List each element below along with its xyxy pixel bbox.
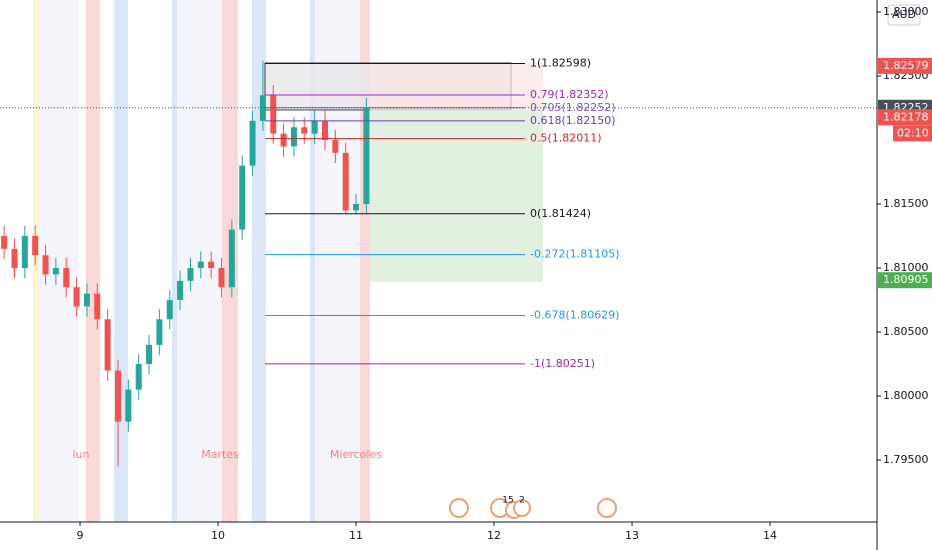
candle-body xyxy=(363,108,370,205)
candle-body xyxy=(21,236,28,269)
y-tick-label: 1.81500 xyxy=(883,197,929,210)
fib-label: 0(1.81424) xyxy=(530,207,591,220)
price-tag-label: 1.82178 xyxy=(883,110,929,123)
x-tick-label: 14 xyxy=(763,529,777,542)
candle-body xyxy=(239,165,246,230)
y-tick-label: 1.80500 xyxy=(883,325,929,338)
fib-label: -0.678(1.80629) xyxy=(530,309,620,322)
candle-body xyxy=(197,261,204,269)
x-tick-label: 11 xyxy=(349,529,363,542)
candle-body xyxy=(52,268,59,275)
price-tag-label: 1.82579 xyxy=(883,59,929,72)
currency[interactable]: AUD xyxy=(892,8,916,21)
candle-body xyxy=(280,133,287,147)
candle-body xyxy=(301,127,308,134)
x-tick-label: 13 xyxy=(625,529,639,542)
event-count: 2 xyxy=(519,496,525,506)
candle-body xyxy=(104,319,111,371)
session-label: Miercoles xyxy=(330,448,382,461)
price-tag-label: 1.80905 xyxy=(883,273,929,286)
fib-label: 0.618(1.82150) xyxy=(530,114,616,127)
candle-body xyxy=(353,204,360,211)
candle-body xyxy=(1,236,8,249)
candle-body xyxy=(208,261,215,269)
candle-body xyxy=(249,120,256,166)
event-count: 15 xyxy=(502,496,513,506)
x-tick-label: 10 xyxy=(211,529,225,542)
candle-body xyxy=(187,268,194,281)
fib-label: 0.5(1.82011) xyxy=(530,132,602,145)
price-tag xyxy=(878,109,932,126)
fib-label: 1(1.82598) xyxy=(530,56,591,69)
candle-body xyxy=(83,293,90,307)
countdown-box xyxy=(893,125,932,142)
price-tag xyxy=(878,272,932,289)
candle-body xyxy=(332,140,339,153)
fib-label: 0.705(1.82252) xyxy=(530,101,616,114)
fib-label: 0.79(1.82352) xyxy=(530,88,609,101)
y-tick-label: 1.81000 xyxy=(883,261,929,274)
candle-body xyxy=(73,287,80,307)
candle-body xyxy=(11,248,18,269)
candle-body xyxy=(125,389,132,422)
candle-body xyxy=(146,344,153,365)
candle-body xyxy=(177,280,184,301)
fib-label: -0.272(1.81105) xyxy=(530,248,620,261)
x-tick-label: 9 xyxy=(77,529,84,542)
currency-box[interactable] xyxy=(887,4,921,26)
fib-label: -1(1.80251) xyxy=(530,357,595,370)
price-tag xyxy=(878,57,932,74)
candle-body xyxy=(166,300,173,320)
candle-body xyxy=(114,370,121,422)
candle-body xyxy=(94,293,101,320)
event-icons xyxy=(449,498,617,519)
candle-body xyxy=(321,120,328,141)
candle-body xyxy=(342,152,349,211)
candle-body xyxy=(63,268,70,288)
candle-body xyxy=(259,95,266,121)
candle-body xyxy=(42,255,49,275)
x-tick-label: 12 xyxy=(487,529,501,542)
candle-body xyxy=(228,229,235,288)
session-label: Martes xyxy=(201,448,239,461)
y-tick-label: 1.83000 xyxy=(883,5,929,18)
candle-body xyxy=(270,95,277,134)
session-bands xyxy=(33,0,543,522)
session-label: lun xyxy=(73,448,90,461)
countdown: 02:10 xyxy=(897,126,929,139)
candle-body xyxy=(32,236,39,256)
candle-body xyxy=(290,127,297,147)
candle-body xyxy=(311,120,318,134)
candle-body xyxy=(218,268,225,288)
y-tick-label: 1.79500 xyxy=(883,453,929,466)
y-tick-label: 1.80000 xyxy=(883,389,929,402)
candle-body xyxy=(156,319,163,345)
candle-body xyxy=(135,364,142,390)
